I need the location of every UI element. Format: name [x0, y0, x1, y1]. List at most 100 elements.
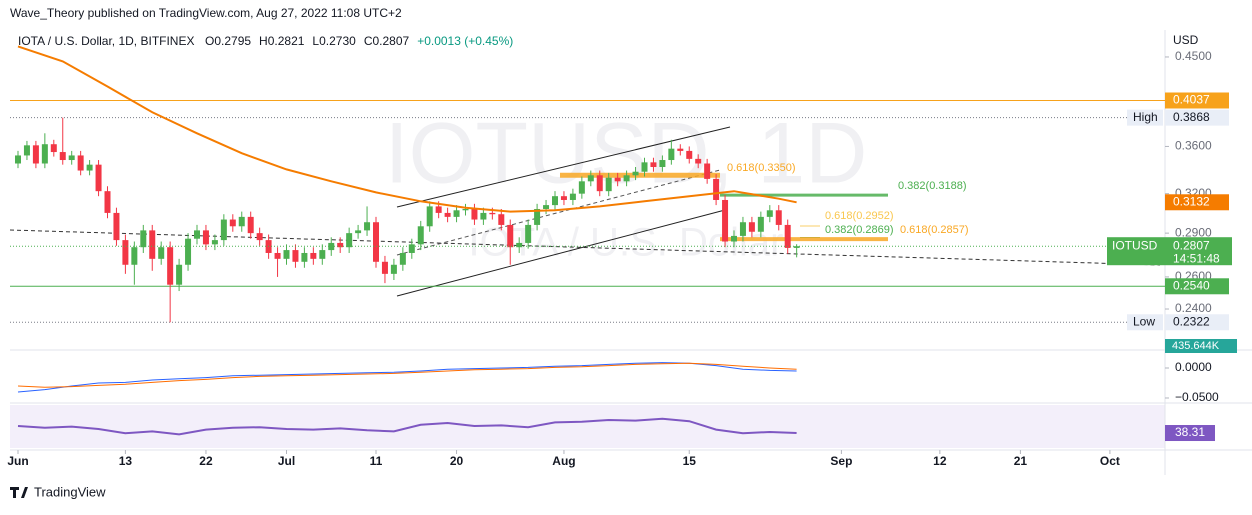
candle-body: [399, 252, 406, 265]
x-tick-label: 15: [683, 454, 697, 468]
candle-body: [596, 175, 603, 192]
candle-body: [793, 246, 800, 248]
fib-label: 0.618(0.2952): [825, 210, 894, 222]
candle-body: [650, 162, 657, 168]
candle-body: [560, 196, 567, 200]
price-badge-label: 0.2322: [1173, 314, 1210, 328]
candle-body: [68, 155, 75, 161]
candle-body: [677, 148, 684, 151]
watermark-sub: IOTA / U.S. Dollar: [469, 221, 784, 265]
channel-lower: [396, 209, 726, 297]
ohlc-value: +0.0013 (+0.45%): [417, 34, 513, 48]
candle-body: [41, 144, 48, 164]
x-tick-label: Aug: [552, 454, 575, 468]
candle-body: [569, 193, 576, 200]
candle-body: [229, 219, 236, 227]
candle-body: [301, 252, 308, 262]
candle-body: [623, 175, 630, 182]
candle-body: [15, 155, 21, 164]
candle-body: [274, 252, 281, 259]
candle-body: [453, 210, 460, 217]
candle-body: [695, 158, 702, 164]
candle-body: [238, 216, 245, 227]
volume-badge: [1165, 339, 1237, 353]
fib-label: 0.382(0.2869): [825, 224, 894, 236]
candle-body: [167, 247, 174, 285]
candle-body: [426, 206, 433, 227]
candle-body: [739, 222, 746, 236]
candle-body: [543, 205, 550, 209]
candle-body: [122, 240, 129, 265]
candle-body: [113, 212, 120, 241]
candle-body: [444, 212, 451, 217]
candle-body: [355, 230, 362, 234]
candle-body: [140, 230, 147, 248]
candle-body: [149, 230, 156, 259]
price-badge: [1165, 278, 1229, 295]
candle-body: [381, 261, 388, 274]
candle-body: [498, 214, 505, 225]
ma-badge-label: 0.3132: [1173, 194, 1210, 208]
macd-line: [17, 362, 797, 393]
candle-body: [704, 163, 711, 179]
candle-body: [480, 212, 487, 220]
y-tick-label: 0.2900: [1175, 225, 1212, 239]
candle-body: [220, 219, 227, 241]
candle-body: [77, 155, 84, 171]
candle-body: [283, 250, 290, 259]
candle-body: [390, 264, 397, 274]
candle-body: [516, 242, 523, 248]
macd-line: [17, 362, 797, 388]
candle-body: [194, 230, 200, 239]
fib-label: 0.618(0.2857): [900, 224, 969, 236]
ohlc-value: L0.2730: [312, 34, 356, 48]
last-price: 0.2807: [1173, 238, 1210, 252]
x-tick-label: 12: [933, 454, 947, 468]
candle-body: [104, 191, 111, 213]
candle-body: [337, 242, 344, 248]
publisher: Wave_Theory published on TradingView.com…: [10, 6, 402, 20]
candle-body: [319, 250, 326, 259]
candle-body: [247, 216, 254, 234]
candle-body: [659, 160, 666, 168]
candle-body: [256, 233, 263, 241]
price-badge-label: 0.3868: [1173, 110, 1210, 124]
candle-body: [364, 222, 371, 231]
candle-body: [310, 252, 317, 259]
ohlc-value: H0.2821: [259, 34, 305, 48]
countdown: 14:51:48: [1173, 251, 1220, 265]
candle-body: [292, 250, 299, 262]
candle-body: [713, 178, 720, 200]
candle-body: [632, 171, 639, 176]
ticker: IOTUSD: [1112, 238, 1158, 252]
candle-body: [507, 224, 514, 248]
candle-body: [50, 144, 57, 153]
candle-body: [346, 233, 353, 248]
candle-body: [578, 181, 585, 194]
currency: USD: [1173, 33, 1199, 47]
ohlc-value: C0.2807: [364, 34, 410, 48]
ohlc-value: O0.2795: [205, 34, 251, 48]
candle-body: [408, 244, 415, 253]
x-tick-label: Oct: [1100, 454, 1120, 468]
y-tick-label: 0.3600: [1175, 139, 1212, 153]
price-tag: [1127, 109, 1163, 126]
macd-tick-label: −0.0500: [1175, 390, 1219, 404]
symbol: IOTA / U.S. Dollar, 1D, BITFINEX: [18, 34, 194, 48]
trend-line: [9, 229, 1161, 266]
candle-body: [534, 208, 541, 225]
x-tick-label: Sep: [830, 454, 852, 468]
candle-body: [185, 238, 192, 265]
x-tick-label: Jul: [278, 454, 295, 468]
candle-body: [32, 145, 39, 164]
candle-body: [731, 235, 737, 242]
candle-body: [435, 206, 442, 213]
candle-body: [59, 152, 66, 161]
candle-body: [417, 226, 424, 245]
rsi-badge: [1165, 425, 1215, 442]
candle-body: [757, 216, 764, 232]
candle-body: [748, 222, 755, 232]
candle-body: [641, 162, 648, 172]
